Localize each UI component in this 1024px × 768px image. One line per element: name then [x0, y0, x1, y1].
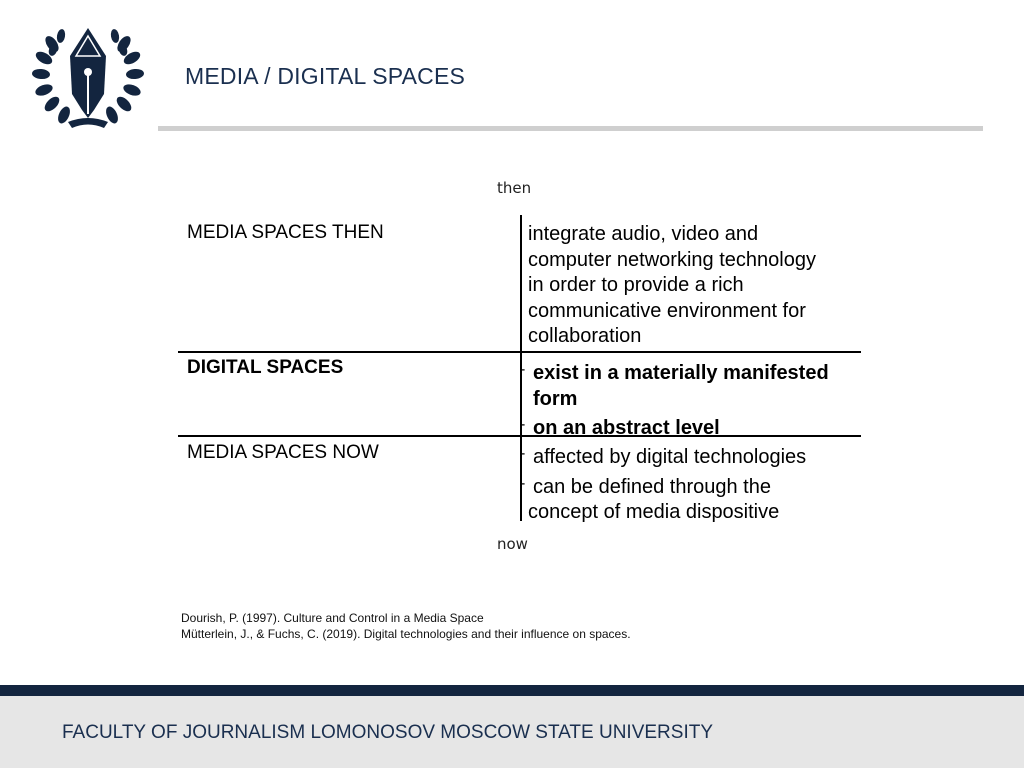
footer-bar	[0, 696, 1024, 768]
bullet-item: - can be defined through the	[520, 471, 860, 501]
bullet-item: - on an abstract level	[520, 412, 860, 442]
dash-bullet: -	[520, 445, 526, 462]
dash-bullet: -	[520, 361, 526, 378]
university-logo	[30, 22, 146, 132]
reference-item: Mütterlein, J., & Fuchs, C. (2019). Digi…	[181, 627, 631, 641]
dash-bullet: -	[520, 416, 526, 433]
row-divider	[178, 351, 861, 353]
media-spaces-then-description: integrate audio, video and computer netw…	[528, 222, 848, 350]
description-line: form	[533, 387, 578, 410]
footer-stripe	[0, 685, 1024, 696]
references: Dourish, P. (1997). Culture and Control …	[181, 610, 631, 642]
description-line: affected by digital technologies	[533, 446, 807, 468]
description-line: communicative environment for	[528, 299, 806, 322]
description-line: in order to provide a rich	[528, 274, 744, 296]
description-line: integrate audio, video and	[528, 223, 759, 245]
timeline-now-label: now	[497, 535, 528, 553]
row-label-media-spaces-then: MEDIA SPACES THEN	[187, 222, 384, 243]
media-spaces-now-description: - affected by digital technologies - can b…	[520, 441, 860, 526]
bullet-item: - exist in a materially manifested	[520, 357, 860, 387]
row-label-digital-spaces: DIGITAL SPACES	[187, 357, 344, 378]
fountain-pen-nib-laurel-icon	[32, 28, 144, 128]
title-divider	[158, 126, 983, 131]
description-line: computer networking technology	[528, 248, 816, 271]
timeline-axis-line	[520, 215, 522, 521]
row-divider	[178, 435, 861, 437]
description-line: exist in a materially manifested	[533, 362, 829, 384]
dash-bullet: -	[520, 474, 526, 492]
row-label-media-spaces-now: MEDIA SPACES NOW	[187, 442, 379, 463]
timeline-then-label: then	[497, 179, 532, 197]
footer-text: FACULTY OF JOURNALISM LOMONOSOV MOSCOW S…	[62, 722, 714, 743]
description-line: on an abstract level	[533, 417, 720, 439]
slide-title: MEDIA / DIGITAL SPACES	[185, 63, 466, 89]
bullet-item: - affected by digital technologies	[520, 441, 860, 471]
description-line: collaboration	[528, 325, 642, 347]
reference-item: Dourish, P. (1997). Culture and Control …	[181, 611, 484, 625]
digital-spaces-description: - exist in a materially manifested form -…	[520, 357, 860, 442]
description-line: can be defined through the	[533, 475, 771, 498]
description-line: concept of media dispositive	[528, 501, 780, 523]
